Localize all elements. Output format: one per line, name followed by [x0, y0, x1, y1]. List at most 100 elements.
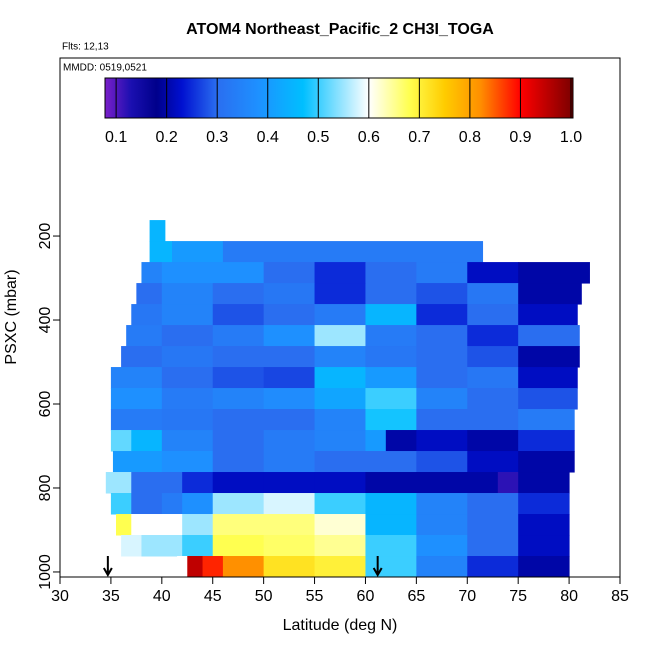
x-tick-label: 45 — [204, 588, 222, 605]
cell — [365, 556, 417, 578]
arrow — [372, 556, 383, 578]
cell — [314, 472, 366, 494]
cell — [263, 472, 316, 494]
cell — [212, 283, 265, 305]
colorbar-tick-label: 1.0 — [560, 129, 582, 146]
cell — [149, 220, 166, 242]
cell — [518, 388, 578, 410]
cell — [467, 514, 519, 536]
cell — [365, 262, 417, 284]
cell — [212, 535, 265, 557]
cell — [314, 346, 366, 368]
cell — [518, 346, 580, 368]
cell — [182, 514, 214, 536]
cell — [212, 388, 265, 410]
colorbar-tick-label: 0.7 — [408, 129, 430, 146]
y-axis-label: PSXC (mbar) — [3, 269, 20, 364]
cell — [212, 430, 265, 452]
cell — [110, 430, 132, 452]
cell — [416, 262, 468, 284]
cell — [365, 451, 417, 473]
colorbar-tick-label: 0.9 — [509, 129, 531, 146]
y-tick-label: 400 — [37, 307, 54, 334]
x-tick-label: 35 — [102, 588, 120, 605]
cell — [263, 430, 316, 452]
cell — [467, 283, 519, 305]
cell — [365, 514, 417, 536]
y-tick-label: 200 — [37, 223, 54, 250]
cell — [263, 535, 316, 557]
cell — [416, 430, 468, 452]
cell — [182, 493, 214, 515]
cell — [131, 493, 163, 515]
colorbar-tick-label: 0.8 — [459, 129, 481, 146]
cell — [131, 304, 163, 326]
cell — [365, 367, 417, 389]
colorbar-tick-label: 0.2 — [156, 129, 178, 146]
cell — [161, 346, 214, 368]
cell — [467, 535, 519, 557]
cell — [212, 514, 265, 536]
colorbar — [104, 77, 574, 119]
cell — [263, 283, 316, 305]
cell — [416, 556, 468, 578]
x-tick-label: 30 — [51, 588, 69, 605]
cell — [314, 325, 366, 347]
cell — [121, 346, 163, 368]
cell — [161, 367, 214, 389]
cell — [365, 304, 417, 326]
cell — [518, 304, 578, 326]
cell — [467, 367, 519, 389]
cell — [416, 325, 468, 347]
colorbar-tick-label: 0.6 — [358, 129, 380, 146]
cell — [314, 262, 366, 284]
cell — [314, 388, 366, 410]
cell — [161, 493, 183, 515]
cell — [263, 367, 316, 389]
cell — [518, 409, 575, 431]
cell — [497, 472, 519, 494]
cell — [518, 430, 575, 452]
cell — [263, 493, 316, 515]
cell — [131, 472, 183, 494]
cell — [202, 556, 224, 578]
cell — [416, 451, 468, 473]
subtitle: Flts: 12,13 — [62, 42, 109, 53]
cell — [187, 556, 204, 578]
cell — [177, 556, 188, 578]
cell — [161, 388, 214, 410]
cell — [161, 451, 214, 473]
cell — [161, 325, 214, 347]
cell — [136, 283, 163, 305]
cell — [126, 325, 163, 347]
cell — [467, 472, 499, 494]
x-tick-label: 55 — [306, 588, 324, 605]
cell — [416, 409, 468, 431]
cell — [263, 409, 316, 431]
cell — [365, 430, 387, 452]
cell — [416, 367, 468, 389]
cell — [385, 430, 417, 452]
y-tick-label: 800 — [37, 475, 54, 502]
cell — [141, 535, 183, 557]
cell — [314, 304, 366, 326]
cell — [161, 262, 214, 284]
cell — [263, 346, 316, 368]
cell — [467, 409, 519, 431]
cell — [518, 283, 582, 305]
x-tick-label: 40 — [153, 588, 171, 605]
cell — [105, 472, 132, 494]
x-tick-label: 65 — [407, 588, 425, 605]
cell — [467, 556, 519, 578]
cell — [314, 409, 366, 431]
cell — [182, 535, 214, 557]
cell — [314, 493, 366, 515]
cell — [365, 472, 417, 494]
cell — [212, 367, 265, 389]
x-tick-label: 75 — [509, 588, 527, 605]
cell — [416, 304, 468, 326]
cell — [161, 283, 214, 305]
cell — [518, 514, 570, 536]
cell — [467, 325, 519, 347]
